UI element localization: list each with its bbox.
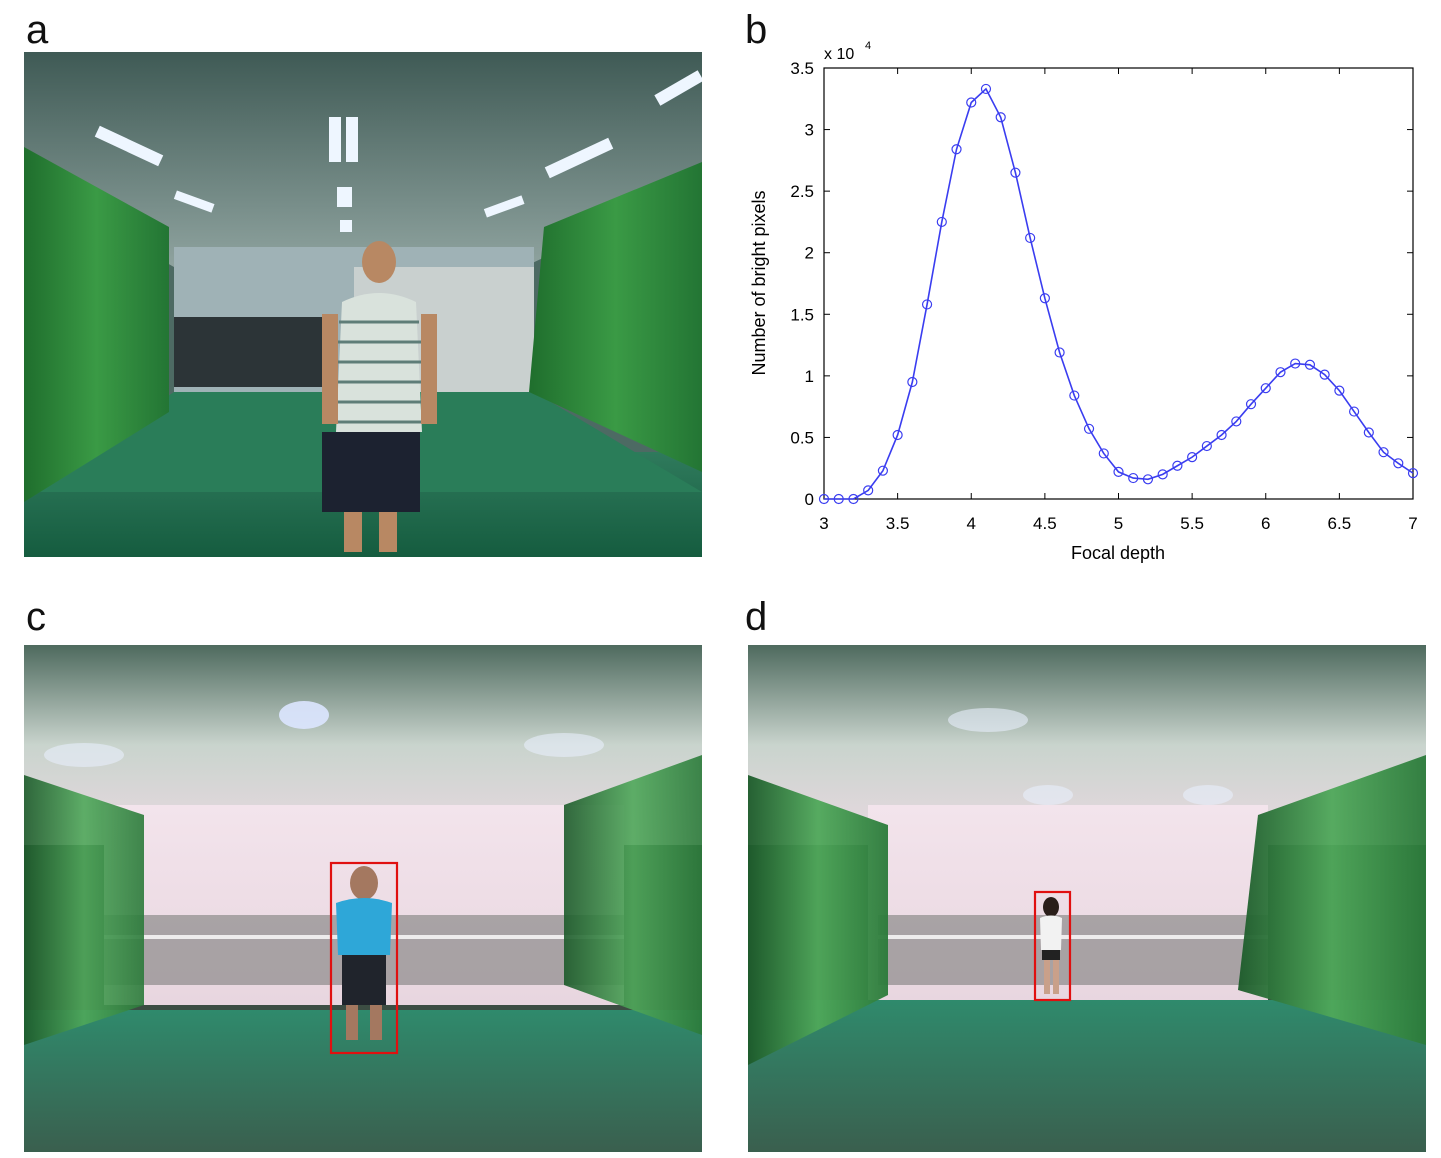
- bounding-box: [1033, 890, 1072, 1002]
- data-point: [1319, 369, 1330, 380]
- data-point: [1216, 429, 1227, 441]
- data-point: [1113, 466, 1124, 478]
- data-point: [936, 216, 947, 228]
- y-tick-label: 3.5: [790, 59, 814, 78]
- data-point: [1025, 232, 1036, 244]
- data-point: [1407, 468, 1419, 479]
- x-tick-label: 6: [1261, 514, 1270, 533]
- data-point: [1260, 383, 1271, 394]
- data-point: [833, 493, 844, 505]
- y-tick-label: 2.5: [790, 182, 814, 201]
- data-point: [892, 429, 903, 441]
- x-tick-label: 4.5: [1033, 514, 1057, 533]
- data-point: [1304, 359, 1316, 370]
- focal-depth-chart: 3 3.5 4 4.5 5 5.5 6 6.5 7 0 0.5 1 1.5 2 2.5 3 3.5 x 10 4…: [749, 40, 1419, 563]
- data-point: [1157, 469, 1168, 480]
- x-tick-label: 4: [967, 514, 976, 533]
- data-point: [848, 493, 859, 505]
- panel-label-d: d: [745, 595, 768, 639]
- data-point: [995, 112, 1006, 123]
- y-exponent-base: x 10: [824, 46, 854, 63]
- panel-a-photo: [24, 52, 702, 557]
- y-axis-label: Number of bright pixels: [749, 190, 769, 375]
- person-a: [322, 241, 437, 552]
- data-point: [1083, 423, 1095, 434]
- data-point: [951, 144, 962, 155]
- panel-label-a: a: [26, 8, 49, 52]
- panel-label-c: c: [26, 595, 46, 639]
- data-point: [1245, 399, 1257, 410]
- y-tick-label: 1.5: [790, 305, 814, 324]
- data-point: [921, 299, 933, 310]
- data-point: [1393, 458, 1404, 469]
- data-point: [966, 97, 977, 108]
- data-point: [1039, 293, 1050, 304]
- x-tick-label: 3: [819, 514, 828, 533]
- x-tick-label: 7: [1408, 514, 1417, 533]
- data-point: [1378, 447, 1389, 458]
- panel-c-photo: [24, 645, 702, 1152]
- data-point: [1231, 416, 1242, 427]
- data-point: [1172, 460, 1183, 471]
- data-point: [1010, 167, 1021, 178]
- y-tick-label: 0.5: [790, 428, 814, 447]
- x-axis-label: Focal depth: [1071, 543, 1165, 563]
- data-point: [877, 465, 888, 476]
- x-tick-label: 6.5: [1328, 514, 1352, 533]
- data-point: [1275, 367, 1286, 378]
- data-point: [1290, 358, 1301, 369]
- x-tick-label: 5: [1114, 514, 1123, 533]
- person-d: [1040, 897, 1062, 994]
- panel-d-photo: [748, 645, 1426, 1152]
- x-tick-label: 5.5: [1180, 514, 1204, 533]
- data-point: [1098, 448, 1109, 459]
- y-tick-label: 0: [805, 490, 814, 509]
- y-tick-label: 2: [805, 244, 814, 263]
- data-point: [1348, 406, 1360, 417]
- data-point: [1054, 347, 1065, 358]
- y-tick-label: 3: [805, 121, 814, 140]
- series-line: [824, 87, 1414, 500]
- data-point: [1187, 452, 1198, 463]
- panel-label-b: b: [745, 8, 768, 52]
- data-point: [1142, 474, 1154, 485]
- data-point: [907, 376, 918, 388]
- data-point: [980, 83, 992, 95]
- data-point: [863, 485, 874, 496]
- person-c: [336, 866, 392, 1040]
- bounding-box: [329, 861, 399, 1055]
- data-point: [1128, 472, 1139, 484]
- y-tick-label: 1: [805, 367, 814, 386]
- x-tick-label: 3.5: [886, 514, 910, 533]
- data-point: [1363, 427, 1374, 438]
- y-exponent-power: 4: [865, 40, 871, 52]
- data-point: [818, 493, 830, 505]
- data-point: [1201, 440, 1212, 452]
- plot-frame: [823, 67, 1414, 500]
- data-point: [1334, 385, 1345, 396]
- data-point: [1069, 390, 1080, 401]
